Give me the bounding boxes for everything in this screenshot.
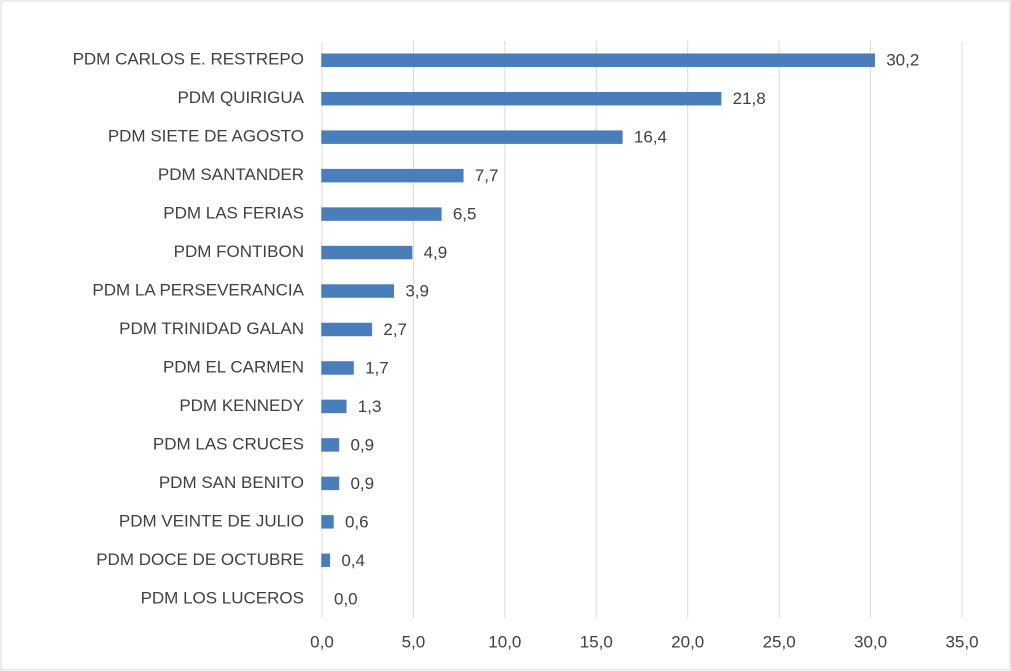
bar <box>321 130 623 144</box>
y-tick-label: PDM DOCE DE OCTUBRE <box>96 550 304 569</box>
data-label: 3,9 <box>405 282 429 301</box>
x-tick-label: 30,0 <box>854 632 887 651</box>
y-tick-label: PDM TRINIDAD GALAN <box>119 319 304 338</box>
y-tick-label: PDM LAS CRUCES <box>153 434 304 453</box>
bar <box>321 168 464 183</box>
bar <box>321 207 442 221</box>
y-tick-label: PDM CARLOS E. RESTREPO <box>73 50 304 69</box>
data-label: 16,4 <box>634 128 667 147</box>
bar <box>321 438 340 452</box>
x-tick-label: 0,0 <box>310 632 334 651</box>
data-label: 0,6 <box>345 512 369 531</box>
data-label: 0,9 <box>350 474 374 493</box>
y-tick-label: PDM FONTIBON <box>174 242 304 261</box>
bar <box>321 476 340 491</box>
y-tick-label: PDM QUIRIGUA <box>177 88 304 107</box>
y-tick-label: PDM LA PERSEVERANCIA <box>92 281 304 300</box>
data-label: 6,5 <box>453 205 477 224</box>
bar <box>321 284 395 298</box>
y-tick-label: PDM LAS FERIAS <box>163 204 304 223</box>
data-label: 21,8 <box>733 89 766 108</box>
bar <box>321 361 354 375</box>
x-tick-label: 15,0 <box>580 632 613 651</box>
y-tick-label: PDM SANTANDER <box>158 165 304 184</box>
x-tick-label: 10,0 <box>488 632 521 651</box>
bar <box>321 53 875 67</box>
data-label: 0,4 <box>341 551 365 570</box>
data-label: 0,9 <box>350 435 374 454</box>
x-tick-label: 35,0 <box>945 632 978 651</box>
bar <box>321 515 334 529</box>
y-tick-label: PDM EL CARMEN <box>163 357 304 376</box>
data-label: 2,7 <box>383 320 407 339</box>
x-tick-label: 25,0 <box>763 632 796 651</box>
bar <box>321 245 413 260</box>
bar <box>321 91 722 106</box>
bar <box>321 322 373 337</box>
bar <box>321 399 347 414</box>
y-tick-label: PDM SAN BENITO <box>159 473 304 492</box>
data-label: 1,3 <box>358 397 382 416</box>
x-tick-label: 20,0 <box>671 632 704 651</box>
y-tick-label: PDM VEINTE DE JULIO <box>119 511 304 530</box>
data-label: 0,0 <box>334 589 358 608</box>
y-tick-label: PDM LOS LUCEROS <box>141 588 304 607</box>
x-tick-label: 5,0 <box>402 632 426 651</box>
data-label: 30,2 <box>886 51 919 70</box>
data-label: 4,9 <box>424 243 448 262</box>
bar <box>321 553 331 568</box>
y-tick-label: PDM SIETE DE AGOSTO <box>108 127 304 146</box>
y-tick-label: PDM KENNEDY <box>179 396 304 415</box>
data-label: 7,7 <box>475 166 499 185</box>
data-label: 1,7 <box>365 358 389 377</box>
